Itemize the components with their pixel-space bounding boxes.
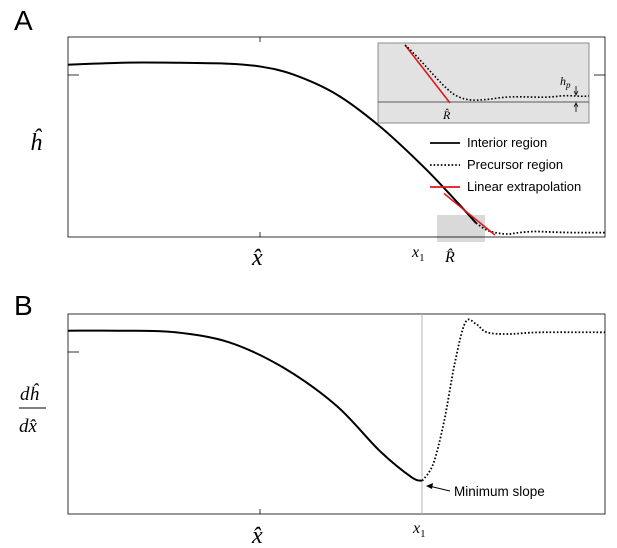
inset-r-label: R̂ bbox=[442, 108, 451, 122]
annotation-arrowhead bbox=[426, 483, 433, 489]
series-derivative-precursor-line bbox=[421, 318, 606, 482]
r-tick-label-a: R̂ bbox=[444, 247, 455, 266]
inset-extrapolation-line bbox=[404, 44, 451, 104]
series-precursor-line bbox=[475, 222, 606, 235]
series-extrapolation-line bbox=[443, 192, 496, 236]
y-axis-label-a: ĥ bbox=[30, 129, 43, 156]
legend-label-precursor: Precursor region bbox=[467, 157, 563, 172]
panel-label-b: B bbox=[14, 290, 33, 321]
y-axis-label-b-numerator: dĥ bbox=[20, 383, 40, 405]
inset: R̂ hp bbox=[377, 42, 590, 124]
panel-b: dĥ dx̂ x̂ x1 Minimum slope bbox=[19, 313, 606, 548]
series-interior-line bbox=[67, 61, 477, 224]
x1-tick-label-b: x1 bbox=[412, 520, 426, 540]
annotation-arrow bbox=[428, 485, 451, 492]
panel-a: ĥ x̂ x1 R̂ R̂ hp Interior region Precurs… bbox=[30, 36, 606, 271]
highlight-box bbox=[437, 215, 485, 242]
legend-label-interior: Interior region bbox=[467, 135, 547, 150]
inset-hp-arrowhead-up bbox=[573, 102, 579, 108]
x-axis-label-b: x̂ bbox=[251, 523, 263, 548]
inset-hp-arrowhead-down bbox=[573, 90, 579, 96]
x-axis-label-a: x̂ bbox=[251, 245, 263, 271]
legend: Interior region Precursor region Linear … bbox=[430, 135, 581, 194]
y-axis-label-b-denominator: dx̂ bbox=[19, 416, 38, 437]
panel-label-a: A bbox=[14, 5, 33, 36]
legend-label-extrapolation: Linear extrapolation bbox=[467, 179, 581, 194]
annotation-minimum-slope: Minimum slope bbox=[454, 484, 545, 499]
inset-frame bbox=[377, 42, 590, 124]
x1-tick-label-a: x1 bbox=[411, 244, 425, 264]
plot-frame-b bbox=[67, 313, 606, 515]
series-derivative-interior-line bbox=[67, 329, 423, 482]
inset-hp-label: hp bbox=[560, 74, 571, 90]
plot-frame-a bbox=[67, 36, 606, 238]
